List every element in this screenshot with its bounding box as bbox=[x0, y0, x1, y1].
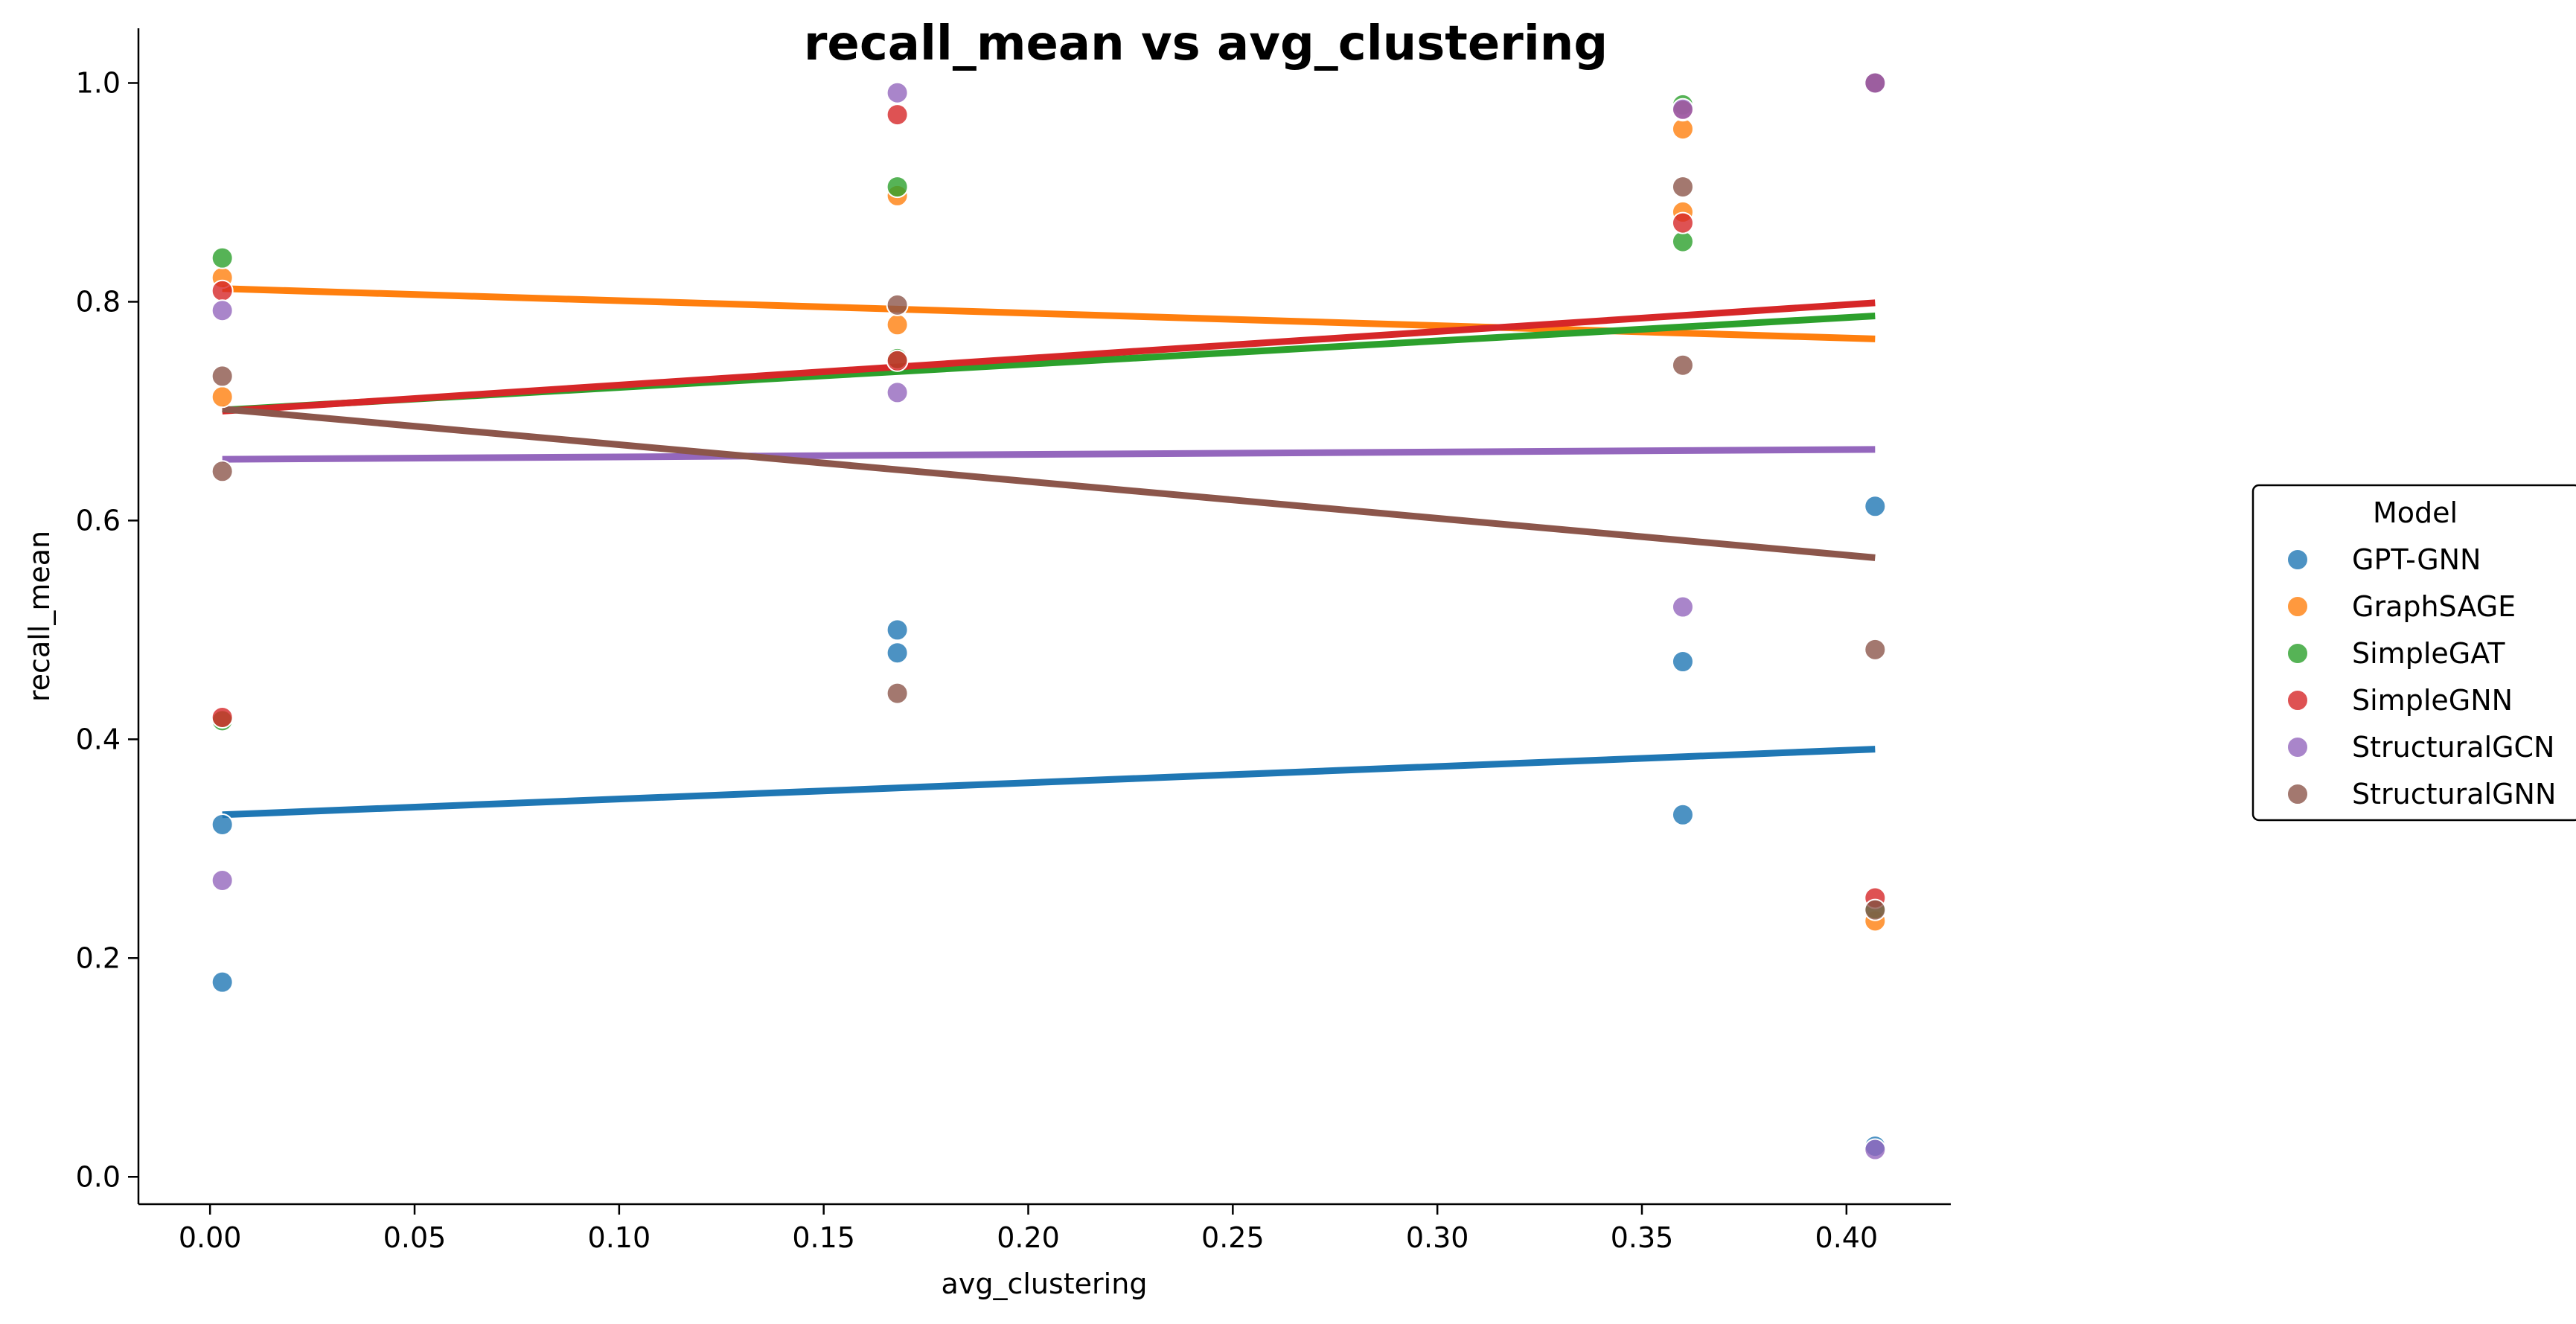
point-structuralgcn bbox=[1864, 71, 1887, 95]
point-structuralgnn bbox=[211, 460, 234, 483]
x-tick-label: 0.15 bbox=[792, 1221, 855, 1254]
legend-items: GPT-GNN GraphSAGE SimpleGAT SimpleGNN Struct… bbox=[2286, 543, 2556, 810]
legend-label-simplegat: SimpleGAT bbox=[2352, 637, 2505, 670]
point-gpt-gnn bbox=[1864, 495, 1887, 518]
point-graphsage bbox=[886, 313, 909, 336]
point-graphsage bbox=[211, 386, 234, 409]
chart-title: recall_mean vs avg_clustering bbox=[804, 16, 1608, 71]
point-structuralgnn bbox=[1671, 354, 1694, 377]
legend-title: Model bbox=[2373, 496, 2458, 529]
y-tick-label: 0.8 bbox=[76, 285, 121, 318]
y-tick-label: 1.0 bbox=[76, 66, 121, 99]
point-simplegat bbox=[886, 176, 909, 199]
legend-frame bbox=[2251, 484, 2576, 822]
trend-line-structuralgnn bbox=[222, 405, 1876, 561]
point-simplegnn bbox=[211, 706, 234, 729]
point-gpt-gnn bbox=[1671, 650, 1694, 673]
x-tick-label: 0.30 bbox=[1406, 1221, 1469, 1254]
legend-marker-structuralgcn bbox=[2286, 736, 2309, 758]
point-simplegnn bbox=[211, 279, 234, 302]
point-structuralgnn bbox=[211, 365, 234, 388]
point-structuralgnn bbox=[1864, 638, 1887, 661]
legend-label-structuralgnn: StructuralGNN bbox=[2352, 778, 2556, 810]
y-tick-label: 0.0 bbox=[76, 1160, 121, 1193]
point-structuralgnn bbox=[886, 682, 909, 705]
y-ticks: 0.0 0.2 0.4 0.6 0.8 1.0 bbox=[76, 66, 138, 1193]
legend-label-gpt-gnn: GPT-GNN bbox=[2352, 543, 2481, 576]
point-structuralgnn bbox=[1864, 898, 1887, 921]
plot-area: 0.00 0.05 0.10 0.15 0.20 0.25 0.30 0.35 0.40 0.0… bbox=[76, 28, 1951, 1254]
point-gpt-gnn bbox=[886, 618, 909, 642]
point-simplegat bbox=[1671, 230, 1694, 253]
legend-label-structuralgcn: StructuralGCN bbox=[2352, 731, 2554, 764]
point-structuralgnn bbox=[1671, 176, 1694, 199]
legend-label-graphsage: GraphSAGE bbox=[2352, 590, 2516, 623]
x-tick-label: 0.35 bbox=[1611, 1221, 1674, 1254]
x-ticks: 0.00 0.05 0.10 0.15 0.20 0.25 0.30 0.35 0.40 bbox=[179, 1204, 1878, 1254]
trend-line-structuralgcn bbox=[222, 446, 1876, 463]
point-simplegat bbox=[211, 246, 234, 269]
point-gpt-gnn bbox=[211, 970, 234, 994]
trend-line-simplegnn bbox=[222, 299, 1876, 415]
legend-marker-gpt-gnn bbox=[2286, 549, 2309, 571]
data-points bbox=[211, 71, 1887, 1161]
point-structuralgcn bbox=[211, 869, 234, 892]
legend-marker-simplegat bbox=[2286, 642, 2309, 665]
legend-marker-simplegnn bbox=[2286, 689, 2309, 711]
legend-marker-graphsage bbox=[2286, 595, 2309, 618]
x-axis-label: avg_clustering bbox=[942, 1267, 1148, 1300]
point-structuralgcn bbox=[211, 299, 234, 322]
x-tick-label: 0.10 bbox=[588, 1221, 651, 1254]
legend-marker-structuralgnn bbox=[2286, 783, 2309, 805]
point-simplegnn bbox=[1671, 211, 1694, 234]
regression-lines bbox=[222, 285, 1876, 819]
point-structuralgcn bbox=[1671, 595, 1694, 618]
point-gpt-gnn bbox=[886, 642, 909, 665]
point-gpt-gnn bbox=[1671, 803, 1694, 826]
x-tick-label: 0.25 bbox=[1201, 1221, 1265, 1254]
point-graphsage bbox=[1671, 118, 1694, 141]
x-tick-label: 0.40 bbox=[1815, 1221, 1879, 1254]
x-tick-label: 0.00 bbox=[179, 1221, 242, 1254]
point-simplegnn bbox=[886, 349, 909, 372]
point-structuralgcn bbox=[886, 381, 909, 404]
point-structuralgcn bbox=[1864, 1138, 1887, 1161]
x-tick-label: 0.20 bbox=[997, 1221, 1060, 1254]
point-structuralgnn bbox=[886, 293, 909, 316]
legend-label-simplegnn: SimpleGNN bbox=[2352, 684, 2513, 717]
point-simplegnn bbox=[886, 103, 909, 127]
y-axis-label: recall_mean bbox=[23, 531, 56, 702]
trend-line-gpt-gnn bbox=[222, 746, 1876, 819]
point-structuralgcn bbox=[1671, 97, 1694, 121]
y-tick-label: 0.6 bbox=[76, 504, 121, 537]
point-gpt-gnn bbox=[211, 813, 234, 836]
y-tick-label: 0.2 bbox=[76, 941, 121, 974]
legend: Model GPT-GNN GraphSAGE SimpleGAT SimpleGNN… bbox=[2251, 484, 2576, 822]
y-tick-label: 0.4 bbox=[76, 723, 121, 755]
x-tick-label: 0.05 bbox=[383, 1221, 447, 1254]
point-structuralgcn bbox=[886, 81, 909, 104]
